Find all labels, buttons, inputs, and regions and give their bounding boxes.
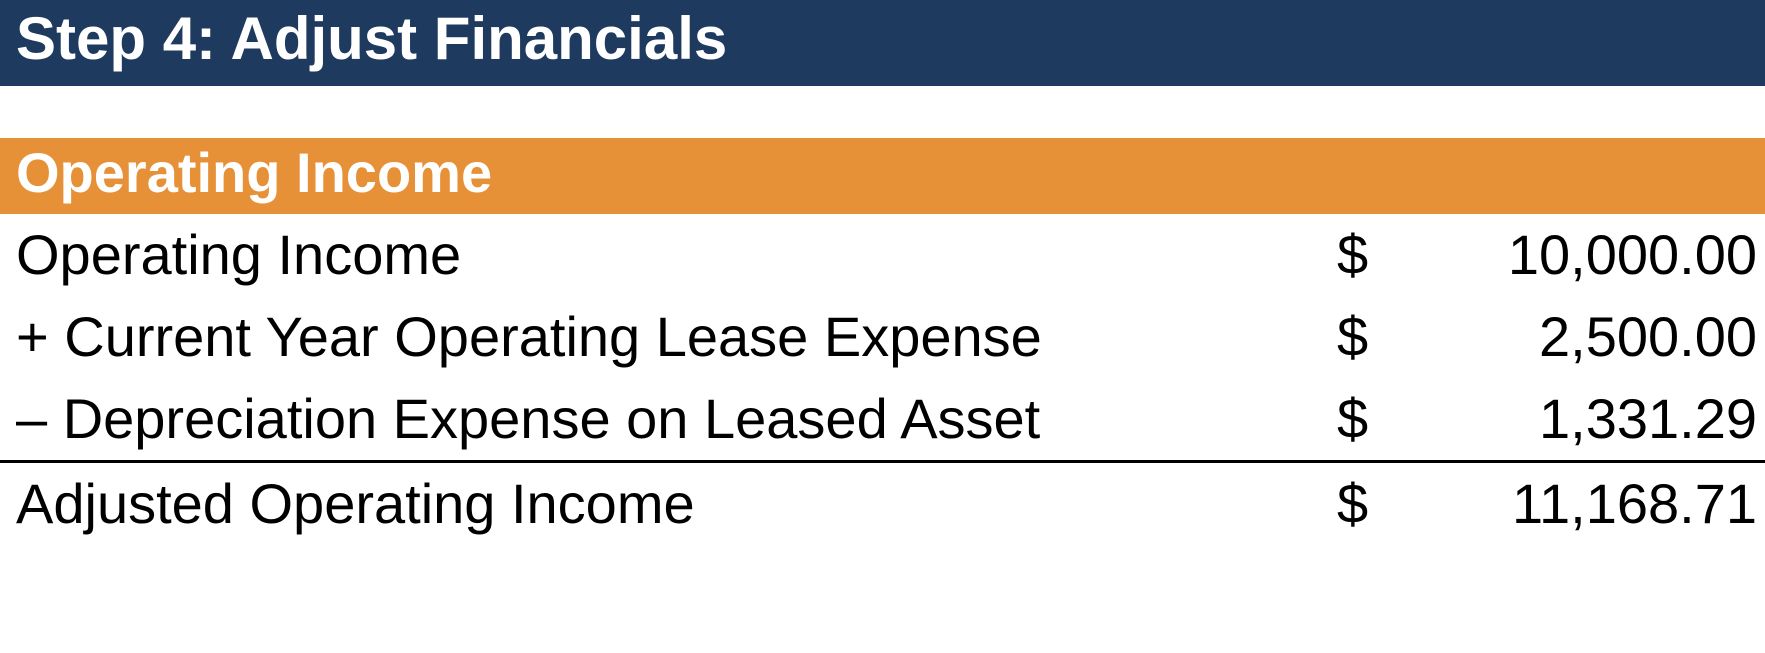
row-value: $ 10,000.00 [1337,220,1757,290]
row-label: + Current Year Operating Lease Expense [16,302,1337,372]
row-amount: 1,331.29 [1383,384,1757,454]
row-value: $ 2,500.00 [1337,302,1757,372]
row-value: $ 1,331.29 [1337,384,1757,454]
row-lease-expense: + Current Year Operating Lease Expense $… [0,296,1765,378]
row-amount: 2,500.00 [1383,302,1757,372]
rows-container: Operating Income $ 10,000.00 + Current Y… [0,214,1765,545]
currency-symbol: $ [1337,384,1383,454]
row-operating-income: Operating Income $ 10,000.00 [0,214,1765,296]
currency-symbol: $ [1337,302,1383,372]
row-amount: 10,000.00 [1383,220,1757,290]
step-title-bar: Step 4: Adjust Financials [0,0,1765,86]
row-adjusted-operating-income: Adjusted Operating Income $ 11,168.71 [0,460,1765,545]
row-amount: 11,168.71 [1383,469,1757,539]
currency-symbol: $ [1337,469,1383,539]
row-value: $ 11,168.71 [1337,469,1757,539]
currency-symbol: $ [1337,220,1383,290]
row-label: Operating Income [16,220,1337,290]
row-depreciation-expense: – Depreciation Expense on Leased Asset $… [0,378,1765,460]
section-header-operating-income: Operating Income [0,138,1765,214]
title-spacer [0,86,1765,138]
row-label: Adjusted Operating Income [16,469,1337,539]
row-label: – Depreciation Expense on Leased Asset [16,384,1337,454]
page: Step 4: Adjust Financials Operating Inco… [0,0,1765,653]
